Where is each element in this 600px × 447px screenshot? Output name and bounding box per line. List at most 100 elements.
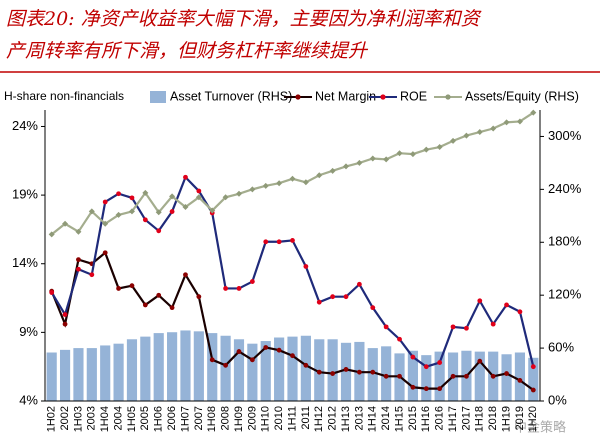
marker <box>62 220 69 227</box>
marker <box>423 386 429 392</box>
marker <box>209 207 216 214</box>
bar <box>381 346 392 401</box>
marker <box>249 357 255 363</box>
marker <box>89 272 95 278</box>
marker <box>503 119 510 126</box>
legend-marker <box>295 94 301 100</box>
legend-label: ROE <box>400 89 427 103</box>
bar <box>340 342 352 401</box>
marker <box>530 364 536 370</box>
bar <box>327 339 338 401</box>
marker <box>517 378 523 383</box>
marker <box>330 371 336 376</box>
x-tick-label: 2009 <box>246 406 258 430</box>
line <box>51 111 534 236</box>
marker <box>437 386 443 392</box>
marker <box>263 239 269 245</box>
x-tick-label: 2018 <box>487 406 499 430</box>
x-tick-label: 2016 <box>434 406 446 430</box>
marker <box>490 321 496 327</box>
marker <box>183 272 188 278</box>
marker <box>383 156 390 163</box>
bar <box>247 343 258 401</box>
y-tick-label: 9% <box>19 324 38 339</box>
legend-label: Net Margin <box>315 89 376 103</box>
x-tick-label: 2019 <box>514 406 526 430</box>
y2-tick-label: 120% <box>548 287 582 302</box>
marker <box>450 137 457 144</box>
marker <box>397 336 402 342</box>
marker <box>115 211 122 218</box>
marker <box>223 286 229 291</box>
bar <box>46 352 57 401</box>
marker <box>169 193 176 200</box>
x-tick-label: 1H06 <box>153 406 165 432</box>
marker <box>196 294 202 300</box>
marker <box>116 286 121 291</box>
bar <box>300 335 311 401</box>
marker <box>397 373 402 379</box>
marker <box>290 238 295 243</box>
x-tick-label: 2010 <box>273 406 285 430</box>
marker <box>249 279 255 284</box>
marker <box>464 373 469 379</box>
legend-label: Assets/Equity (RHS) <box>465 89 579 103</box>
bar <box>274 337 285 401</box>
bar <box>514 352 526 401</box>
marker <box>209 357 215 363</box>
marker <box>235 190 242 197</box>
marker <box>276 347 282 353</box>
x-tick-label: 1H14 <box>367 406 379 432</box>
x-tick-label: 2015 <box>407 406 419 430</box>
marker <box>464 325 469 331</box>
marker <box>155 209 162 216</box>
marker <box>263 345 269 350</box>
marker <box>409 151 416 158</box>
marker <box>504 371 509 376</box>
marker <box>410 354 416 360</box>
marker <box>102 250 108 256</box>
bar <box>233 339 245 401</box>
marker <box>183 174 188 180</box>
marker <box>369 155 376 162</box>
marker <box>196 188 202 194</box>
x-tick-label: 1H10 <box>260 406 272 432</box>
bar <box>207 333 218 401</box>
legend-swatch <box>150 91 166 103</box>
marker <box>316 172 323 179</box>
x-tick-label: 2012 <box>327 406 339 430</box>
bar <box>126 339 138 401</box>
marker <box>76 266 81 272</box>
x-tick-label: 1H08 <box>206 406 218 432</box>
x-tick-label: 1H09 <box>233 406 245 432</box>
marker <box>49 290 55 295</box>
bar <box>86 348 97 401</box>
chart-title: 产周转率有所下滑，但财务杠杆率继续提升 <box>6 40 369 62</box>
marker <box>436 144 443 151</box>
marker <box>303 264 309 269</box>
bar <box>113 343 124 401</box>
x-tick-label: 1H07 <box>179 406 191 432</box>
marker <box>437 360 443 365</box>
bar <box>287 336 298 401</box>
marker <box>223 362 229 368</box>
x-tick-label: 1H12 <box>313 406 325 432</box>
marker <box>75 228 82 235</box>
x-tick-label: 2002 <box>59 406 71 430</box>
marker <box>129 283 135 289</box>
x-tick-label: 1H11 <box>286 406 298 431</box>
marker <box>356 159 363 166</box>
marker <box>330 294 336 300</box>
marker <box>343 367 349 372</box>
x-tick-label: 1H05 <box>126 406 138 432</box>
marker <box>169 305 175 311</box>
marker <box>476 129 483 136</box>
marker <box>450 373 456 379</box>
marker <box>290 353 295 359</box>
x-tick-label: 2007 <box>193 406 205 430</box>
bar <box>434 351 445 401</box>
y2-tick-label: 60% <box>548 340 574 355</box>
bar <box>421 355 432 401</box>
marker <box>156 292 162 298</box>
legend-marker <box>445 94 451 100</box>
